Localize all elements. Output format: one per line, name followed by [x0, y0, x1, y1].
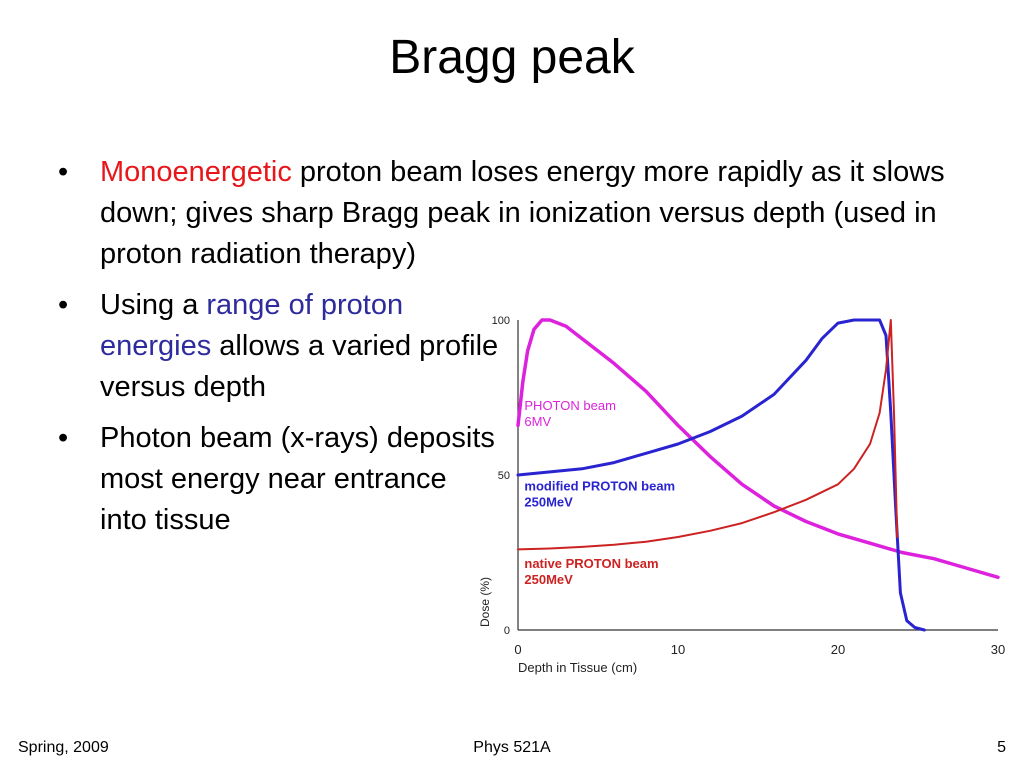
series-line-1 — [516, 318, 926, 632]
bullet-text: Photon beam (x-rays) deposits most energ… — [100, 422, 495, 536]
y-tick-label: 100 — [492, 315, 510, 327]
bullet-text: Using a range of proton energies allows … — [100, 285, 500, 408]
series-line-2 — [517, 319, 899, 551]
bullet-2-prefix: Using a — [100, 289, 207, 321]
slide-title: Bragg peak — [389, 31, 635, 84]
dose-depth-chart: 0 50 100 0 10 20 30 Depth in Tissue (cm) Dose (%… — [470, 300, 1024, 690]
bullet-text: Monoenergetic proton beam loses energy m… — [100, 152, 960, 275]
highlight-monoenergetic: Monoenergetic — [100, 156, 292, 188]
x-tick-label: 10 — [671, 642, 685, 657]
y-tick-label: 0 — [504, 625, 510, 637]
series-label: 6MV — [524, 414, 551, 429]
series-label: 250MeV — [524, 495, 573, 510]
footer-course: Phys 521A — [473, 739, 551, 756]
footer-page-number: 5 — [997, 739, 1006, 756]
y-tick-label: 50 — [498, 470, 510, 482]
x-tick-label: 20 — [831, 642, 845, 657]
y-axis-title: Dose (%) — [478, 577, 492, 627]
chart-svg: 0 50 100 0 10 20 30 Depth in Tissue (cm) Dose (%… — [478, 315, 1005, 675]
series-label: native PROTON beam — [524, 556, 658, 571]
bullet-dot: • — [58, 422, 69, 454]
series-label: 250MeV — [524, 572, 573, 587]
series-line-0 — [516, 318, 1000, 580]
bullet-1-rest: proton beam loses energy more rapidly as… — [100, 156, 945, 270]
series-label: PHOTON beam — [524, 398, 616, 413]
bullet-dot: • — [58, 156, 69, 188]
footer-date: Spring, 2009 — [18, 739, 109, 756]
highlight-range-of-energies: range of proton energies — [100, 289, 404, 362]
x-axis-title: Depth in Tissue (cm) — [518, 660, 637, 675]
bullet-2-rest: allows a varied profile versus depth — [100, 330, 499, 403]
x-tick-label: 0 — [514, 642, 521, 657]
bullet-dot: • — [58, 289, 69, 321]
x-tick-label: 30 — [991, 642, 1005, 657]
series-label: modified PROTON beam — [524, 479, 675, 494]
